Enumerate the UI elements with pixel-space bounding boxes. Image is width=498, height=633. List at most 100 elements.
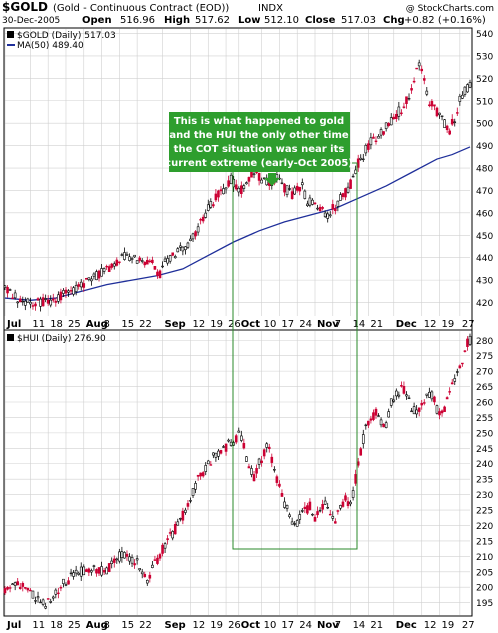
gold-bar-body — [341, 193, 345, 197]
gold-bar-body — [237, 187, 241, 193]
hui-bar-body — [339, 505, 342, 509]
hui-bar-body — [344, 495, 347, 501]
hui-x-tick-label: 26 — [228, 620, 241, 631]
hui-bar-body — [316, 511, 319, 516]
hui-bar-body — [275, 476, 279, 483]
hui-x-tick-label: 27 — [462, 620, 475, 631]
gold-bar-body — [395, 114, 398, 119]
gold-bar-body — [72, 287, 75, 295]
gold-legend-price: $GOLD (Daily) 517.03 — [17, 31, 116, 41]
hui-bar-body — [26, 587, 30, 591]
gold-bar-body — [455, 112, 459, 114]
gold-bar-body — [102, 268, 106, 272]
hui-bar-body — [204, 465, 208, 472]
gold-panel-frame — [3, 27, 473, 343]
gold-bar-body — [379, 129, 383, 136]
gold-bar-body — [298, 186, 302, 192]
hui-bar-body — [41, 599, 45, 605]
hui-bar-body — [402, 385, 406, 394]
gold-bar-body — [87, 277, 91, 280]
hui-bar-body — [123, 552, 126, 559]
hui-y-tick-label: 220 — [476, 522, 493, 532]
gold-bar-body — [95, 271, 98, 280]
hui-bar-body — [273, 469, 276, 471]
gold-bar-body — [100, 268, 103, 277]
gold-bar-body — [364, 144, 368, 154]
hui-bar-body — [214, 452, 218, 458]
gold-panel: 420430440450460470480490500510520530540 … — [3, 27, 493, 343]
gold-bar-body — [186, 242, 190, 248]
hui-y-axis: 195 200 205 210 215 220 225 230 235 240 245 250 255 2… — [476, 337, 493, 609]
gold-bar-body — [440, 115, 444, 117]
hui-bar-body — [29, 589, 32, 592]
hui-bar-body — [135, 558, 139, 561]
gold-bar-body — [21, 300, 25, 303]
hui-bar-body — [107, 563, 111, 573]
gold-bar-body — [275, 174, 279, 179]
hui-x-tick-label: Jul — [6, 620, 21, 631]
gold-bar-body — [280, 182, 284, 185]
gold-bar-body — [64, 289, 68, 294]
gold-bar-body — [194, 231, 197, 237]
hui-y-tick-label: 270 — [476, 368, 493, 378]
hui-bar-body — [298, 514, 302, 520]
hui-bar-body — [450, 382, 454, 385]
hui-bar-body — [148, 574, 152, 579]
hui-bar-body — [59, 587, 63, 589]
gold-y-tick-label: 460 — [476, 209, 493, 219]
gold-bar-body — [135, 260, 139, 264]
hui-bar-body — [176, 521, 180, 526]
hui-bar-body — [18, 586, 22, 590]
gold-bar-body — [372, 136, 375, 139]
gold-bar-body — [400, 112, 403, 114]
gold-y-tick-label: 540 — [476, 30, 493, 40]
gold-bar-body — [374, 140, 378, 143]
hui-bar-body — [438, 411, 441, 416]
gold-bar-body — [453, 121, 457, 123]
hui-legend-price-swatch — [7, 334, 14, 341]
hui-bar-body — [303, 506, 307, 509]
gold-bar-body — [181, 246, 185, 252]
hui-bar-body — [285, 505, 289, 509]
hui-bar-body — [308, 501, 312, 510]
gold-bar-body — [29, 301, 32, 305]
gold-price-bars — [3, 59, 472, 312]
gold-x-tick-label: 15 — [121, 319, 134, 330]
gold-bar-body — [438, 112, 441, 115]
hui-bar-body — [133, 563, 136, 566]
hui-bar-body — [16, 581, 20, 586]
gold-bar-body — [466, 84, 469, 93]
hui-bar-body — [367, 420, 370, 426]
gold-bar-body — [105, 265, 108, 268]
hui-x-tick-label: 19 — [210, 620, 223, 631]
hui-bar-body — [364, 424, 368, 427]
hui-bar-body — [389, 398, 393, 406]
gold-y-tick-label: 430 — [476, 277, 493, 287]
gold-x-tick-label: 27 — [462, 319, 475, 330]
hui-bar-body — [267, 446, 271, 450]
gold-bar-body — [67, 290, 70, 293]
header-high-label: High — [164, 15, 190, 26]
gold-bar-body — [128, 256, 131, 261]
header-description: (Gold - Continuous Contract (EOD)) — [53, 3, 229, 14]
hui-bar-body — [31, 590, 35, 599]
gold-bar-body — [59, 291, 63, 301]
gold-bar-body — [224, 187, 228, 190]
hui-bar-body — [153, 559, 157, 561]
gold-bar-body — [79, 281, 83, 288]
gold-bar-body — [318, 206, 322, 212]
hui-bar-body — [468, 335, 472, 345]
hui-bar-body — [166, 538, 169, 540]
gold-bar-body — [425, 90, 429, 95]
hui-bar-body — [412, 406, 416, 415]
hui-bar-body — [128, 556, 131, 562]
gold-bar-body — [420, 68, 424, 72]
hui-x-tick-label: 12 — [192, 620, 205, 631]
gold-bar-body — [219, 189, 223, 192]
hui-bar-body — [72, 572, 75, 577]
annotation-line: the COT situation was near its — [174, 144, 345, 155]
gold-bar-body — [250, 171, 253, 178]
hui-bar-body — [168, 532, 172, 534]
hui-bar-body — [290, 521, 294, 525]
